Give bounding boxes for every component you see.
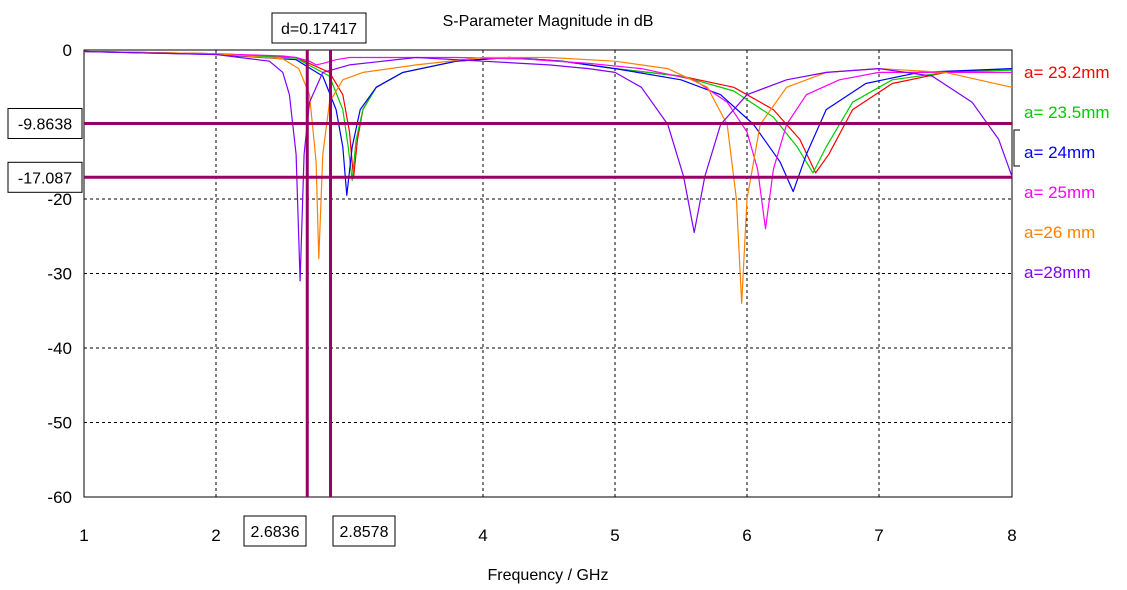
x-axis-label: Frequency / GHz: [488, 567, 609, 584]
series-line-1: [83, 50, 1013, 181]
x-tick-label: 4: [478, 526, 487, 545]
marker-hbox-0: [7, 107, 83, 139]
chart-title: S-Parameter Magnitude in dB: [443, 13, 654, 30]
legend-entry-1: a= 23.5mm: [1024, 103, 1110, 122]
marker-lines: -9.8638 -17.087 2.6836 2.8578 d=0.17417: [7, 12, 1012, 547]
x-tick-label: 6: [742, 526, 751, 545]
legend-bracket: [1013, 129, 1020, 167]
y-tick-label: -40: [47, 339, 72, 358]
marker-vbox-1: [332, 515, 396, 547]
x-tick-label: 5: [610, 526, 619, 545]
x-tick-labels: 1 2 4 5 6 7 8: [79, 526, 1016, 545]
series-line-4: [83, 50, 1013, 304]
legend-entry-5: a=28mm: [1024, 263, 1091, 282]
series-line-0: [83, 50, 1013, 179]
y-tick-label: -50: [47, 414, 72, 433]
y-tick-labels: 0 -20 -30 -40 -50 -60: [47, 41, 72, 507]
delta-box: [271, 12, 367, 44]
marker-hbox-1: [7, 161, 83, 193]
curves: [83, 50, 1013, 304]
legend-entry-4: a=26 mm: [1024, 223, 1095, 242]
marker-vbox-0: [243, 515, 307, 547]
legend-entry-2: a= 24mm: [1024, 143, 1095, 162]
marker-hlabel-1: -17.087: [18, 170, 72, 187]
legend-entry-3: a= 25mm: [1024, 183, 1095, 202]
y-tick-label: -60: [47, 488, 72, 507]
x-tick-label: 1: [79, 526, 88, 545]
x-tick-label: 8: [1007, 526, 1016, 545]
y-tick-label: -30: [47, 265, 72, 284]
marker-vlabel-1: 2.8578: [340, 524, 389, 541]
series-line-5: [83, 50, 1013, 282]
y-tick-label: 0: [63, 41, 72, 60]
legend-entry-0: a= 23.2mm: [1024, 63, 1110, 82]
series-line-3: [83, 50, 1012, 230]
delta-label: d=0.17417: [281, 21, 357, 38]
grid-lines: [84, 50, 1012, 497]
x-tick-label: 2: [211, 526, 220, 545]
legend: a= 23.2mm a= 23.5mm a= 24mm a= 25mm a=26 mm a…: [1024, 63, 1110, 282]
x-tick-label: 7: [874, 526, 883, 545]
marker-vlabel-0: 2.6836: [251, 524, 300, 541]
y-tick-label: -20: [47, 190, 72, 209]
marker-hlabel-0: -9.8638: [18, 116, 72, 133]
